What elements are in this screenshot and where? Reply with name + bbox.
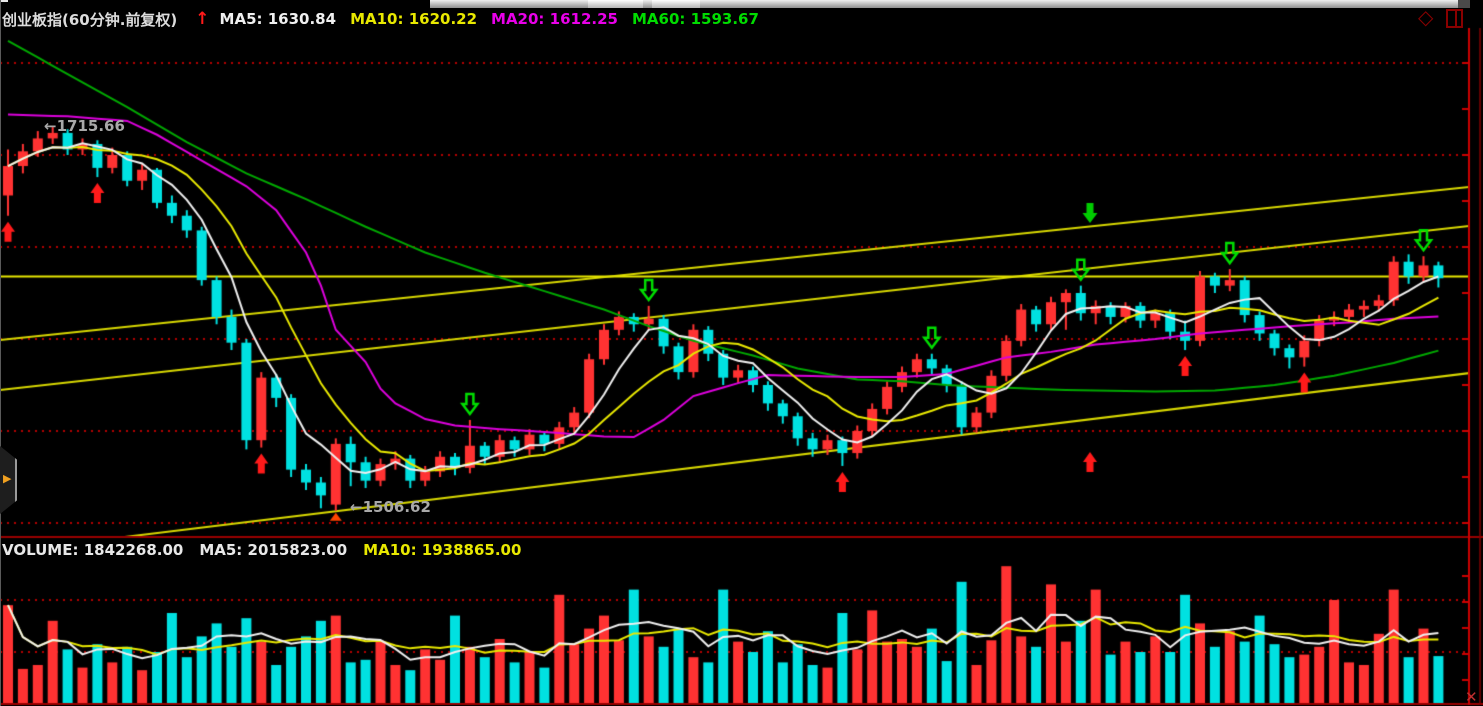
split-window-icon[interactable] [1446, 9, 1463, 28]
volume-value: VOLUME: 1842268.00 [2, 541, 184, 559]
expand-arrow-icon: ▶ [3, 472, 12, 485]
volume-ma10-value: MA10: 1938865.00 [363, 541, 522, 559]
top-toolbar-strip [430, 0, 1470, 8]
chart-header: 创业板指(60分钟.前复权) ↑ MA5: 1630.84 MA10: 1620.… [2, 9, 759, 29]
instrument-title: 创业板指(60分钟.前复权) [2, 10, 178, 29]
window-left-edge [0, 0, 1, 706]
ma20-value: MA20: 1612.25 [491, 10, 618, 28]
high-price-label: ←1715.66 [44, 117, 125, 135]
toolbar-end-notch [1458, 0, 1470, 8]
corner-dash [0, 0, 8, 2]
toolbar-notch [652, 0, 700, 8]
ma10-value: MA10: 1620.22 [350, 10, 478, 28]
split-window-icon-bar [1455, 11, 1457, 26]
volume-ma5-value: MA5: 2015823.00 [199, 541, 348, 559]
side-panel-handle[interactable]: ▶ [0, 446, 17, 514]
volume-header: VOLUME: 1842268.00 MA5: 2015823.00 MA10:… [2, 540, 521, 560]
ma5-value: MA5: 1630.84 [219, 10, 337, 28]
low-price-label: ←1506.62 [350, 498, 431, 516]
close-x-icon[interactable]: ✕ [1465, 688, 1478, 706]
ma60-value: MA60: 1593.67 [631, 10, 759, 28]
diamond-icon[interactable]: ◇ [1418, 5, 1434, 29]
toolbar-notch [588, 0, 643, 8]
trend-up-icon: ↑ [195, 9, 210, 29]
